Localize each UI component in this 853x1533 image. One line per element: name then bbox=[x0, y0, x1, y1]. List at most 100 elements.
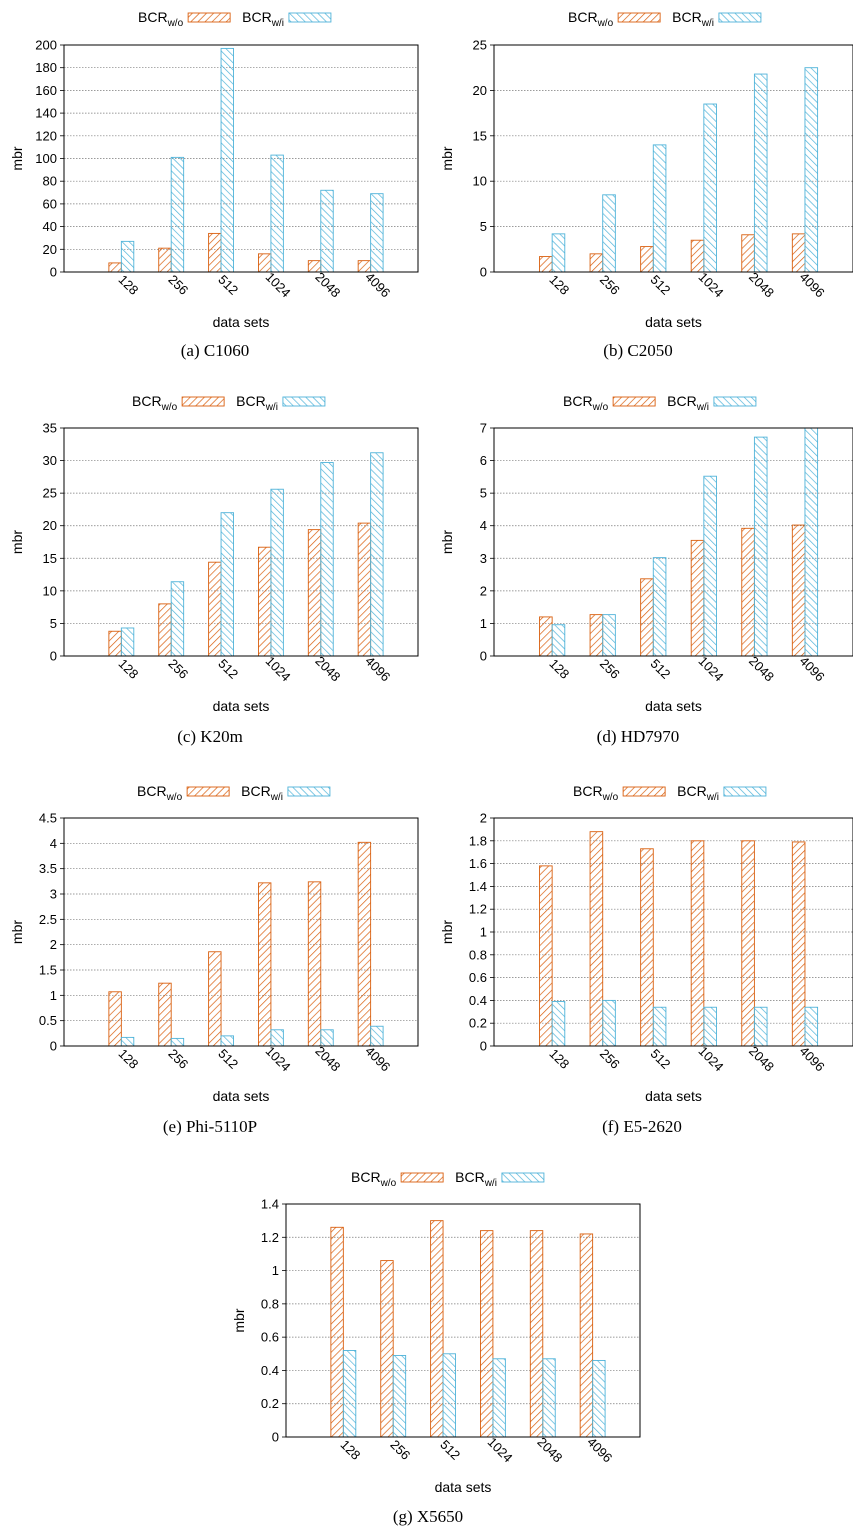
y-tick-label: 10 bbox=[43, 583, 57, 598]
y-tick-label: 5 bbox=[50, 616, 57, 631]
x-tick-label: 1024 bbox=[263, 269, 294, 300]
bar-bcr-wo-512 bbox=[640, 578, 654, 657]
y-tick-label: 35 bbox=[43, 421, 57, 436]
chart-caption: (e) Phi-5110P bbox=[163, 1117, 257, 1136]
x-tick-label: 128 bbox=[338, 1437, 364, 1463]
bar-bcr-wi-128 bbox=[551, 624, 566, 657]
y-tick-label: 3 bbox=[50, 887, 57, 902]
bar-bcr-wo-512 bbox=[640, 848, 654, 1047]
y-tick-label: 3.5 bbox=[39, 861, 57, 876]
x-axis-label: data sets bbox=[645, 314, 702, 330]
legend: BCRw/o BCRw/i bbox=[351, 1169, 545, 1189]
bar-bcr-wo-4096 bbox=[357, 522, 372, 657]
legend-swatch-bcr-wi bbox=[501, 1172, 545, 1183]
y-tick-label: 1.5 bbox=[39, 963, 57, 978]
chart-caption: (a) C1060 bbox=[181, 341, 249, 360]
bar-bcr-wi-128 bbox=[120, 240, 135, 273]
y-tick-label: 1.4 bbox=[261, 1197, 279, 1212]
bar-bcr-wo-128 bbox=[330, 1226, 344, 1438]
y-tick-label: 20 bbox=[43, 518, 57, 533]
x-tick-label: 128 bbox=[116, 1046, 142, 1072]
bar-bcr-wo-2048 bbox=[741, 234, 755, 273]
x-tick-label: 2048 bbox=[312, 269, 343, 300]
x-axis-label: data sets bbox=[435, 1479, 492, 1495]
bar-bcr-wo-1024 bbox=[480, 1230, 494, 1438]
bar-bcr-wo-4096 bbox=[579, 1233, 594, 1438]
y-tick-label: 0.5 bbox=[39, 1013, 57, 1028]
bar-bcr-wo-4096 bbox=[791, 841, 806, 1047]
chart-panel-7: 0 0.2 0.4 0.6 0.8 1 1.2 1.4 128 256 512 1024 2048 409… bbox=[231, 1169, 641, 1526]
x-tick-label: 2048 bbox=[312, 653, 343, 684]
legend-label-bcr-wi: BCRw/i bbox=[236, 393, 278, 413]
plot-frame bbox=[285, 1203, 641, 1438]
y-tick-label: 0.2 bbox=[261, 1396, 279, 1411]
bar-bcr-wo-256 bbox=[158, 982, 172, 1047]
chart-panel-2: 0 5 10 15 20 25 128 256 512 1024 2048 4096 data sets… bbox=[439, 9, 853, 360]
bar-bcr-wi-1024 bbox=[270, 154, 284, 273]
chart-panel-5: 0 0.5 1 1.5 2 2.5 3 3.5 4 4.5 128 256 512 1024 2048 409… bbox=[9, 783, 419, 1136]
bar-bcr-wo-512 bbox=[208, 561, 222, 657]
x-tick-label: 4096 bbox=[797, 269, 828, 300]
legend-label-bcr-wo: BCRw/o bbox=[132, 393, 178, 413]
bar-bcr-wi-128 bbox=[551, 233, 566, 273]
bar-bcr-wi-256 bbox=[170, 1037, 185, 1047]
x-tick-label: 128 bbox=[116, 656, 142, 682]
bar-bcr-wo-2048 bbox=[307, 529, 322, 657]
x-tick-label: 256 bbox=[597, 272, 623, 298]
y-tick-label: 0 bbox=[480, 265, 487, 280]
x-tick-label: 256 bbox=[165, 656, 191, 682]
x-tick-label: 1024 bbox=[263, 1043, 294, 1074]
y-tick-label: 60 bbox=[43, 196, 57, 211]
legend: BCRw/o BCRw/i bbox=[563, 393, 757, 413]
plot-frame bbox=[63, 427, 419, 657]
bar-bcr-wi-512 bbox=[220, 512, 234, 657]
bar-bcr-wi-128 bbox=[120, 1036, 135, 1047]
chart-panel-4: 0 1 2 3 4 5 6 7 128 256 512 1024 2048 4096 data sets mb… bbox=[439, 393, 853, 746]
y-tick-label: 0 bbox=[50, 1039, 57, 1054]
chart-panel-1: 0 20 40 60 80 100 120 140 160 180 200 128 256 512 1024… bbox=[9, 9, 419, 360]
x-tick-label: 2048 bbox=[746, 1043, 777, 1074]
legend-swatch-bcr-wo bbox=[181, 396, 225, 407]
legend-label-bcr-wo: BCRw/o bbox=[351, 1169, 397, 1189]
y-tick-label: 80 bbox=[43, 174, 57, 189]
y-tick-label: 4 bbox=[480, 518, 487, 533]
y-tick-label: 2 bbox=[480, 583, 487, 598]
legend-swatch-bcr-wi bbox=[288, 12, 332, 23]
bar-bcr-wo-256 bbox=[380, 1260, 394, 1438]
y-tick-label: 0 bbox=[480, 649, 487, 664]
y-tick-label: 2 bbox=[480, 811, 487, 826]
bar-bcr-wi-2048 bbox=[753, 1006, 768, 1047]
plot-frame bbox=[63, 817, 419, 1047]
legend: BCRw/o BCRw/i bbox=[137, 783, 331, 803]
bar-bcr-wi-512 bbox=[442, 1353, 456, 1438]
chart-caption: (g) X5650 bbox=[393, 1507, 463, 1526]
y-tick-label: 1.8 bbox=[469, 833, 487, 848]
bar-bcr-wi-128 bbox=[342, 1350, 357, 1438]
legend-swatch-bcr-wi bbox=[718, 12, 762, 23]
bar-bcr-wi-1024 bbox=[270, 488, 284, 657]
bar-bcr-wi-128 bbox=[120, 627, 135, 657]
x-tick-label: 256 bbox=[165, 272, 191, 298]
bar-bcr-wo-128 bbox=[539, 616, 553, 657]
y-axis-label: mbr bbox=[439, 920, 455, 944]
y-tick-label: 0.2 bbox=[469, 1016, 487, 1031]
y-tick-label: 1 bbox=[480, 925, 487, 940]
x-axis-label: data sets bbox=[213, 314, 270, 330]
legend-label-bcr-wo: BCRw/o bbox=[138, 9, 184, 29]
y-tick-label: 5 bbox=[480, 219, 487, 234]
chart-panel-6: 0 0.2 0.4 0.6 0.8 1 1.2 1.4 1.6 1.8 2 128 256 512 1024… bbox=[439, 783, 853, 1136]
x-tick-label: 512 bbox=[215, 272, 241, 298]
legend-swatch-bcr-wi bbox=[713, 396, 757, 407]
y-tick-label: 15 bbox=[43, 551, 57, 566]
legend: BCRw/o BCRw/i bbox=[573, 783, 767, 803]
bar-bcr-wi-128 bbox=[551, 1001, 566, 1047]
legend: BCRw/o BCRw/i bbox=[132, 393, 326, 413]
bar-bcr-wi-4096 bbox=[804, 67, 819, 273]
bar-bcr-wo-256 bbox=[589, 831, 604, 1047]
bar-bcr-wo-1024 bbox=[690, 840, 705, 1047]
y-tick-label: 0 bbox=[50, 265, 57, 280]
legend-swatch-bcr-wo bbox=[612, 396, 656, 407]
bar-bcr-wi-1024 bbox=[492, 1358, 506, 1438]
legend: BCRw/o BCRw/i bbox=[138, 9, 332, 29]
